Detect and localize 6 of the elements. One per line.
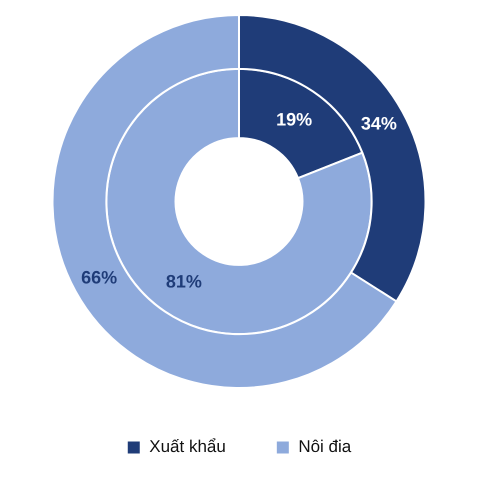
data-label: 34% [360, 114, 397, 134]
data-label: 19% [276, 109, 312, 130]
data-label: 81% [166, 272, 202, 292]
legend-label: Xuất khẩu [149, 437, 226, 456]
legend-label: Nôi đia [298, 437, 352, 456]
data-label: 66% [81, 267, 118, 288]
